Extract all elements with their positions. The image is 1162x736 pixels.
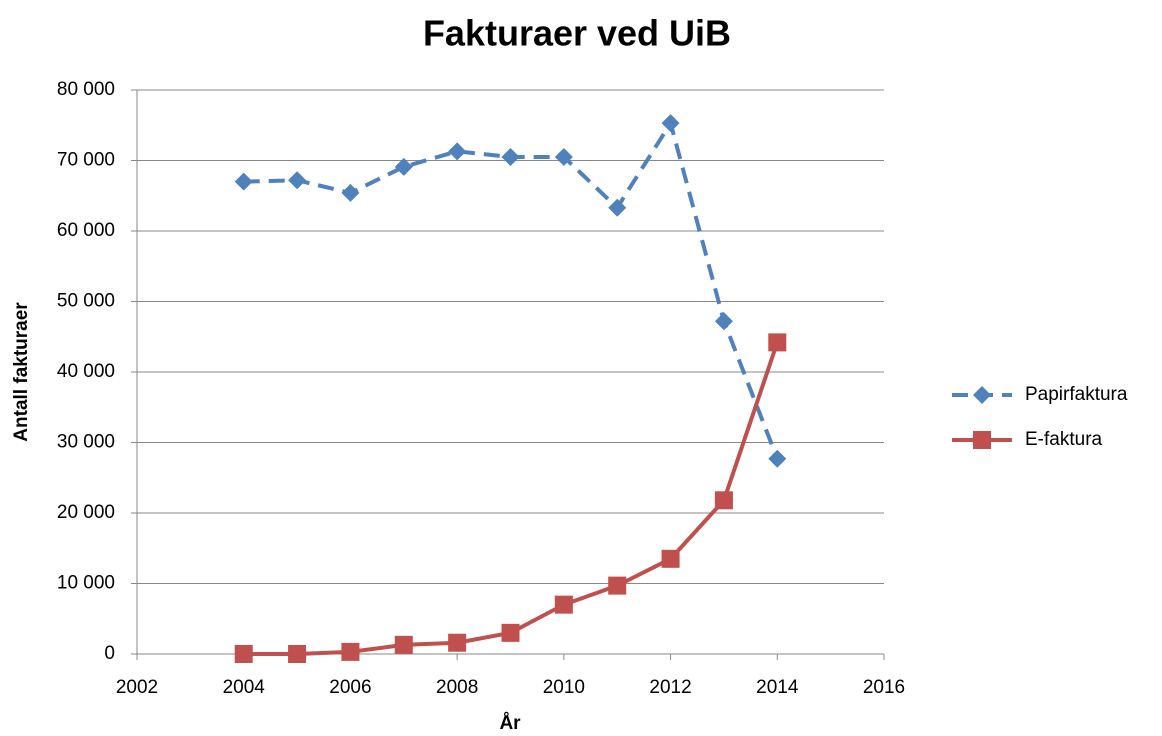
data-point <box>608 576 627 595</box>
data-point <box>288 171 307 190</box>
y-tick-label: 80 000 <box>57 79 115 100</box>
data-point <box>394 635 413 654</box>
data-point <box>714 491 733 510</box>
y-tick-label: 70 000 <box>57 150 115 171</box>
data-point <box>554 147 573 166</box>
x-tick-label: 2014 <box>756 677 799 698</box>
data-point <box>341 642 360 661</box>
data-point <box>234 645 253 663</box>
data-point <box>714 312 733 331</box>
data-point <box>661 549 680 568</box>
x-tick-label: 2012 <box>649 677 691 698</box>
y-tick-label: 20 000 <box>57 502 115 523</box>
x-tick-label: 2008 <box>436 677 478 698</box>
chart-title: Fakturaer ved UiB <box>423 13 731 54</box>
data-point <box>501 147 520 166</box>
data-point <box>554 595 573 614</box>
data-point <box>448 633 467 652</box>
x-tick-label: 2006 <box>329 677 371 698</box>
data-point <box>768 333 787 352</box>
data-point <box>288 645 307 663</box>
legend-label: Papirfaktura <box>1025 384 1128 405</box>
data-point <box>661 114 680 133</box>
y-tick-label: 40 000 <box>57 361 115 382</box>
data-point <box>608 198 627 217</box>
y-tick-label: 0 <box>104 643 115 664</box>
data-point <box>448 142 467 161</box>
y-tick-label: 30 000 <box>57 432 115 453</box>
y-axis-label: Antall fakturaer <box>11 302 32 442</box>
data-point <box>501 623 520 642</box>
legend-marker <box>973 386 991 404</box>
x-tick-label: 2002 <box>116 677 158 698</box>
legend-label: E-faktura <box>1025 429 1103 450</box>
x-axis-label: År <box>499 713 521 734</box>
data-point <box>234 172 253 191</box>
y-tick-label: 60 000 <box>57 220 115 241</box>
data-point <box>394 157 413 176</box>
data-point <box>341 183 360 202</box>
legend-marker <box>973 431 991 449</box>
series-line <box>243 118 780 460</box>
x-tick-label: 2010 <box>543 677 585 698</box>
data-point <box>768 449 787 468</box>
x-tick-label: 2004 <box>223 677 266 698</box>
series-line <box>243 341 780 656</box>
y-tick-label: 50 000 <box>57 291 115 312</box>
x-tick-label: 2016 <box>863 677 905 698</box>
y-tick-label: 10 000 <box>57 573 115 594</box>
